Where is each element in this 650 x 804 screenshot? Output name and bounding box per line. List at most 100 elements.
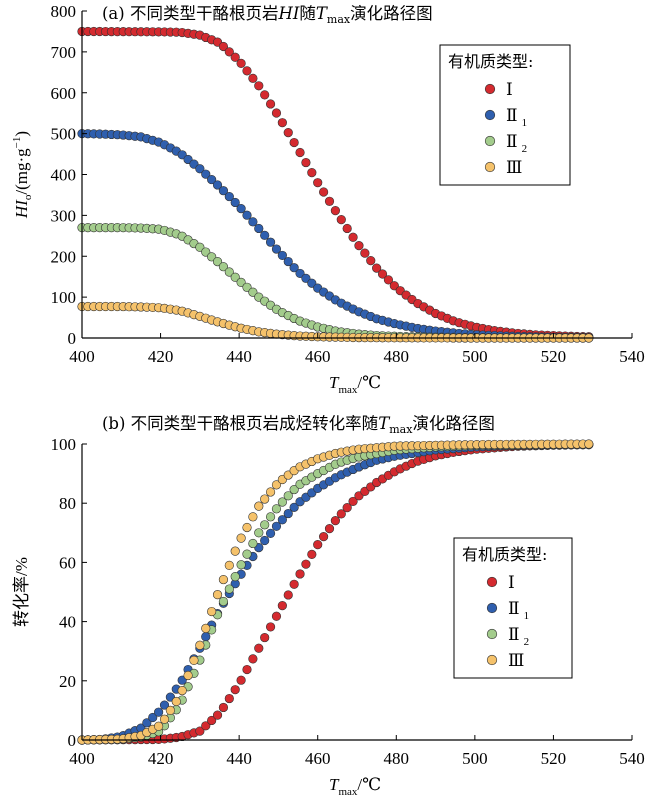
data-point xyxy=(248,73,258,83)
data-point xyxy=(242,282,252,292)
data-point xyxy=(307,278,317,288)
data-point xyxy=(248,538,258,549)
data-point xyxy=(212,710,223,720)
data-point xyxy=(301,273,311,283)
y-tick-label: 100 xyxy=(51,435,77,454)
data-point xyxy=(260,520,270,530)
chart-title: (a) 不同类型干酪根页岩HI随Tmax演化路径图 xyxy=(102,4,433,26)
data-point xyxy=(377,269,388,279)
data-point xyxy=(289,137,299,148)
chart-title-var: HI xyxy=(277,4,299,23)
data-point xyxy=(283,491,293,501)
data-point xyxy=(218,186,229,196)
chart-title: (b) 不同类型干酪根页岩成烃转化率随Tmax演化路径图 xyxy=(102,414,495,436)
data-point xyxy=(207,174,217,185)
x-tick-label: 480 xyxy=(384,749,410,768)
data-point xyxy=(218,596,229,607)
data-point xyxy=(265,487,276,497)
legend-label: Ⅰ xyxy=(506,80,513,99)
data-point xyxy=(383,275,394,285)
data-point xyxy=(224,560,234,570)
data-point xyxy=(201,632,211,642)
x-tick-label: 460 xyxy=(305,749,331,768)
data-point xyxy=(242,549,252,559)
legend-label-name: Ⅱ xyxy=(508,625,520,644)
y-tick-label: 500 xyxy=(51,125,77,144)
data-point xyxy=(277,515,287,525)
data-point xyxy=(148,712,158,723)
data-point xyxy=(142,718,152,728)
data-point xyxy=(207,715,217,726)
data-point xyxy=(330,206,340,216)
y-axis-title-unit: /(mg·g xyxy=(12,148,31,195)
data-point xyxy=(584,439,594,449)
data-point xyxy=(248,654,258,664)
data-point xyxy=(348,232,358,242)
data-point xyxy=(319,187,329,197)
data-point xyxy=(254,643,264,653)
data-point xyxy=(195,164,205,174)
data-point xyxy=(201,721,211,731)
data-point xyxy=(342,223,352,234)
data-point xyxy=(354,241,364,251)
data-point xyxy=(159,700,170,710)
y-axis-title-close: ) xyxy=(12,131,31,137)
legend-marker xyxy=(486,628,498,640)
x-tick-label: 420 xyxy=(148,749,174,768)
data-point xyxy=(301,559,311,569)
data-point xyxy=(201,169,211,179)
data-point xyxy=(260,90,270,100)
x-tick-label: 400 xyxy=(69,749,95,768)
data-point xyxy=(301,157,311,168)
data-point xyxy=(236,58,246,68)
data-point xyxy=(212,590,223,600)
data-point xyxy=(271,611,282,621)
x-tick-label: 500 xyxy=(462,749,488,768)
y-tick-label: 0 xyxy=(68,329,77,348)
legend-marker xyxy=(484,83,496,95)
y-axis-title-var: HI xyxy=(12,199,31,219)
legend-label-sub: 1 xyxy=(522,117,528,129)
y-axis-title: 转化率/% xyxy=(12,557,31,627)
data-point xyxy=(283,128,293,138)
data-point xyxy=(230,685,240,695)
data-point xyxy=(330,516,340,526)
chart-title-suffix: 演化路径图 xyxy=(412,414,495,433)
data-point xyxy=(248,217,258,227)
data-point xyxy=(265,512,276,522)
data-point xyxy=(265,528,276,538)
data-point xyxy=(324,524,335,534)
data-point xyxy=(189,655,199,665)
y-tick-label: 80 xyxy=(59,494,76,513)
y-tick-label: 400 xyxy=(51,166,77,185)
data-point xyxy=(265,622,276,632)
data-point xyxy=(295,147,305,158)
data-point xyxy=(277,497,287,507)
legend-label-name: Ⅰ xyxy=(508,573,515,592)
data-point xyxy=(319,532,329,542)
data-point xyxy=(224,693,234,704)
data-point xyxy=(254,223,264,234)
y-tick-label: 20 xyxy=(59,672,76,691)
legend-label: Ⅲ xyxy=(508,651,524,670)
legend-marker xyxy=(486,602,498,614)
legend-label-name: Ⅲ xyxy=(506,158,522,177)
data-point xyxy=(324,196,335,206)
data-point xyxy=(372,263,382,273)
x-tick-label: 540 xyxy=(619,749,645,768)
data-point xyxy=(254,528,264,538)
chart-title-T: T xyxy=(378,414,391,433)
data-point xyxy=(271,108,282,118)
chart-title-text: (b) 不同类型干酪根页岩成烃转化率随 xyxy=(102,414,378,433)
data-point xyxy=(260,494,270,504)
legend-label: Ⅰ xyxy=(508,573,515,592)
data-point xyxy=(218,41,229,52)
data-point xyxy=(283,256,293,267)
x-axis-title-unit: /℃ xyxy=(357,373,381,392)
legend-label: Ⅲ xyxy=(506,158,522,177)
data-point xyxy=(201,623,211,634)
